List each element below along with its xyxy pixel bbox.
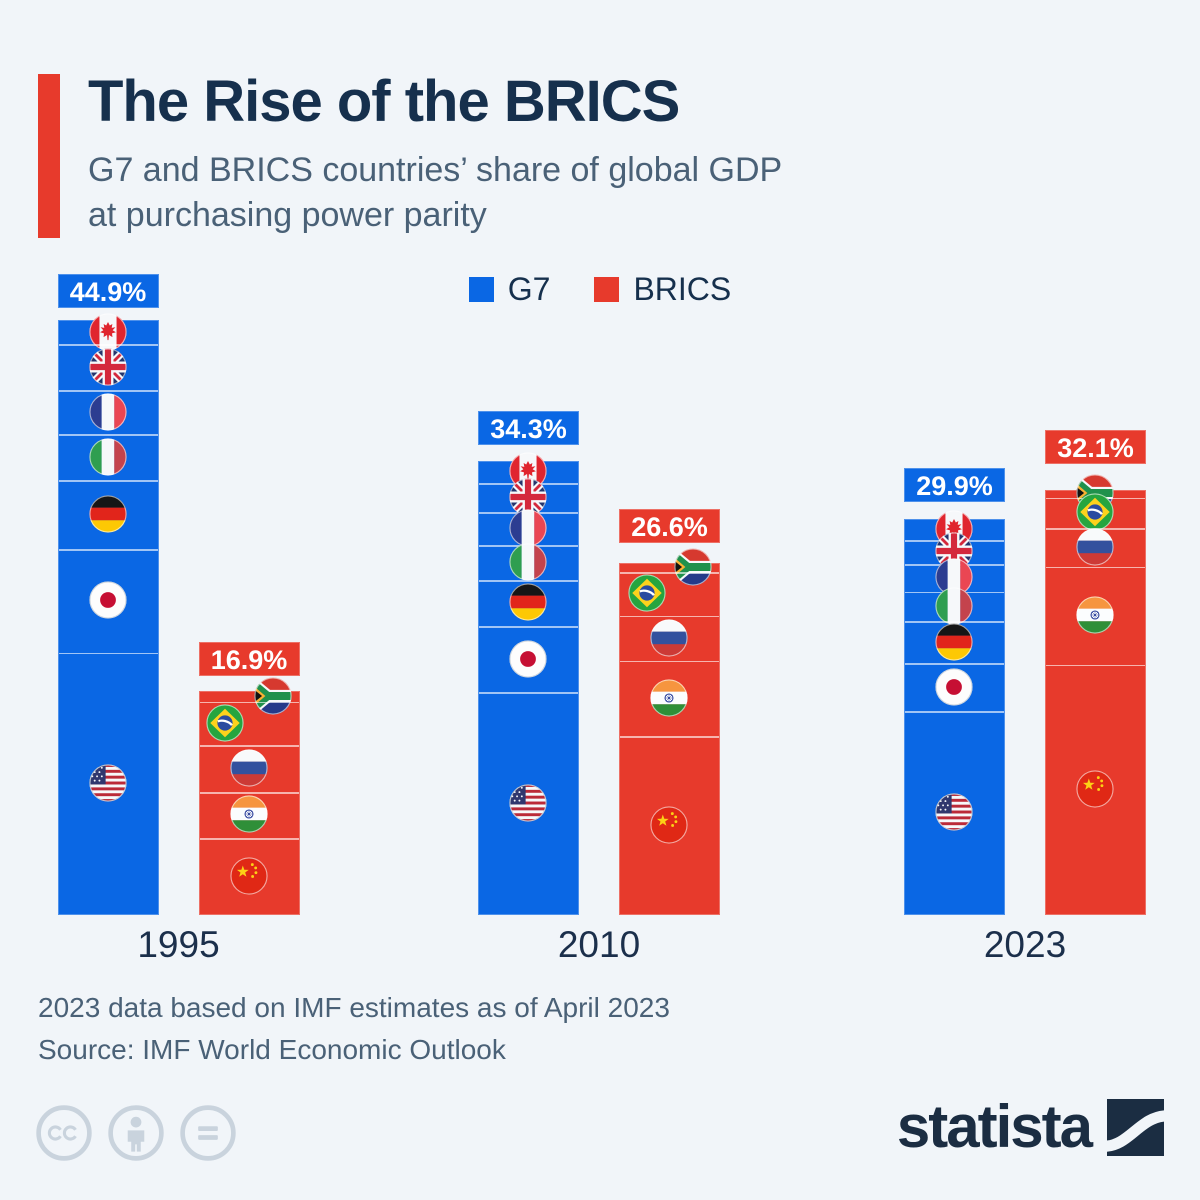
segment-divider [1046,566,1145,569]
flag-france-icon [509,509,547,547]
flag-china-icon [1076,770,1114,808]
value-label-g7-2023: 29.9% [904,467,1005,502]
page-subtitle: G7 and BRICS countries’ share of global … [88,148,782,238]
segment-divider [58,652,158,655]
bar-brics-2010 [619,563,720,915]
statista-logo[interactable]: statista [897,1097,1164,1157]
flag-india-icon [230,795,268,833]
segment-divider [479,692,578,695]
flag-japan-icon [89,581,127,619]
flag-germany-icon [509,583,547,621]
segment-divider [620,615,719,618]
segment-divider [58,434,158,436]
segment-divider [58,549,158,552]
value-label-brics-2023: 32.1% [1045,429,1146,464]
segment-divider [620,571,719,574]
segment-divider [905,663,1004,666]
legend-label-g7: G7 [507,271,551,307]
flag-unitedstates-icon [509,784,547,822]
flag-india-icon [650,679,688,717]
title-accent-bar [38,74,60,238]
flag-russia-icon [1076,528,1114,566]
segment-divider [620,660,719,663]
flag-southafrica-icon [674,548,712,586]
flag-china-icon [230,857,268,895]
segment-divider [620,736,719,738]
statista-logo-text: statista [896,1093,1093,1160]
year-label: 2010 [557,924,641,965]
flag-germany-icon [935,623,973,661]
flag-germany-icon [89,495,127,533]
segment-divider [199,838,299,840]
segment-divider [58,390,158,393]
segment-divider [58,480,158,483]
value-label-g7-2010: 34.3% [478,410,579,445]
year-label: 2023 [983,924,1067,965]
cc-icon[interactable] [35,1104,93,1162]
segment-divider [905,620,1004,623]
flag-italy-icon [509,543,547,581]
legend: G7 BRICS [0,271,1200,308]
by-icon[interactable] [107,1104,165,1162]
flag-china-icon [650,806,688,844]
source-line: Source: IMF World Economic Outlook [38,1034,506,1065]
legend-label-brics: BRICS [633,271,732,307]
flag-unitedkingdom-icon [89,348,127,386]
flag-brazil-icon [628,574,666,612]
subtitle-line-1: G7 and BRICS countries’ share of global … [88,151,783,189]
segment-divider [199,745,299,748]
flag-japan-icon [935,668,973,706]
segment-divider [905,710,1004,713]
bar-g7-1995 [57,320,159,915]
footnote: 2023 data based on IMF estimates as of A… [38,992,670,1023]
legend-swatch-g7-icon [468,277,494,302]
segment-divider [479,579,578,582]
flag-italy-icon [89,438,127,476]
statista-logo-icon [1107,1098,1164,1156]
segment-divider [1046,664,1145,667]
flag-unitedstates-icon [935,793,973,831]
flag-russia-icon [650,619,688,657]
page-title: The Rise of the BRICS [88,69,680,134]
bar-brics-1995 [198,691,300,915]
subtitle-line-2: at purchasing power parity [88,196,487,235]
segment-divider [199,791,299,794]
license-icons [35,1104,237,1162]
legend-item-brics: BRICS [594,271,731,308]
flag-brazil-icon [206,704,244,742]
year-label: 1995 [137,924,220,965]
legend-item-g7: G7 [468,271,551,308]
bar-brics-2023 [1045,490,1146,915]
flag-brazil-icon [1076,493,1114,531]
flag-france-icon [89,393,127,431]
bar-g7-2023 [904,519,1005,915]
flag-southafrica-icon [254,677,292,715]
value-label-brics-1995: 16.9% [198,642,300,677]
legend-swatch-brics-icon [594,277,620,302]
value-label-brics-2010: 26.6% [619,508,720,543]
segment-divider [479,626,578,628]
flag-japan-icon [509,640,547,678]
flag-italy-icon [935,587,973,625]
segment-divider [58,343,158,346]
segment-divider [199,701,299,704]
value-label-g7-1995: 44.9% [57,274,159,309]
flag-india-icon [1076,596,1114,634]
flag-unitedstates-icon [89,764,127,802]
bar-g7-2010 [478,461,579,915]
flag-russia-icon [230,749,268,787]
nd-icon[interactable] [179,1104,237,1162]
